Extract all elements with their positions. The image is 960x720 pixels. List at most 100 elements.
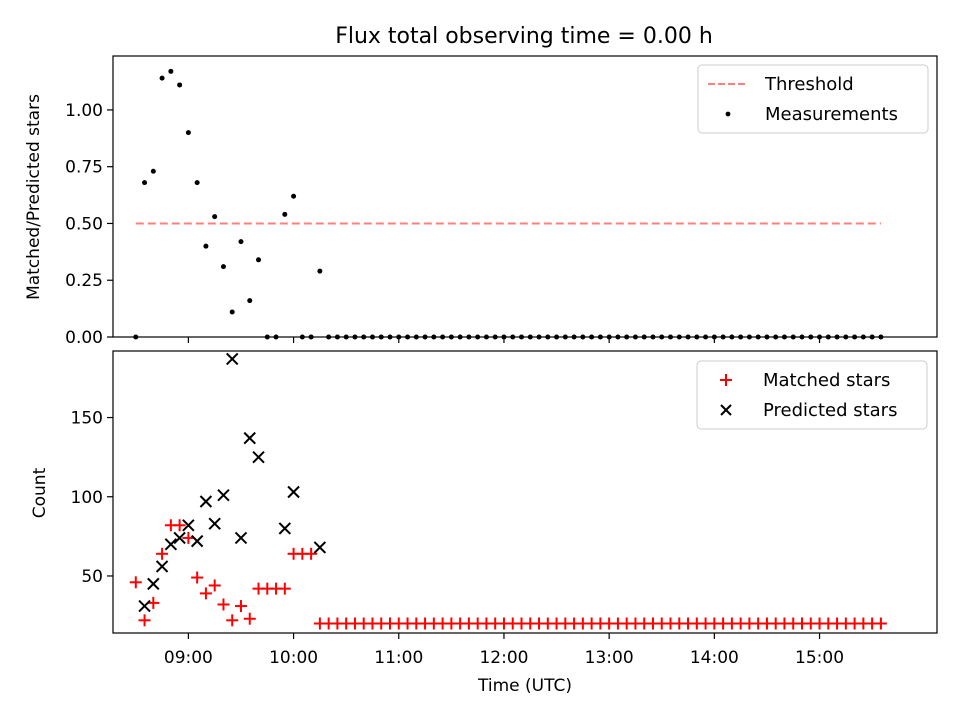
matched-star-point: [208, 579, 221, 592]
ratio-y-tick-label: 1.00: [65, 101, 103, 121]
count-x-tick-label: 15:00: [795, 648, 844, 668]
count-x-tick-label: 14:00: [690, 648, 739, 668]
count-y-ticks: 50 100 150: [71, 409, 113, 587]
count-legend-box: [696, 360, 928, 430]
count-y-tick-label: 50: [81, 567, 103, 587]
matched-star-point: [182, 531, 195, 544]
matched-star-point: [278, 582, 291, 595]
ratio-y-tick-label: 0.50: [65, 214, 103, 234]
predicted-star-point: [190, 534, 204, 548]
matched-star-point: [191, 571, 204, 584]
measurement-point: [150, 168, 156, 174]
predicted-star-point: [182, 519, 195, 532]
count-y-tick-label: 100: [71, 488, 103, 508]
measurement-point: [212, 214, 218, 220]
predicted-star-point: [155, 560, 169, 573]
measurement-point: [282, 211, 288, 217]
ratio-x-ticks: [187, 337, 821, 343]
predicted-star-point: [313, 541, 327, 554]
ratio-y-tick-label: 0.75: [65, 158, 103, 178]
matched-star-point: [156, 547, 169, 560]
predicted-star-point: [278, 522, 292, 535]
count-y-axis-label: Count: [30, 467, 50, 518]
predicted-marker-b: [278, 522, 292, 535]
predicted-marker-b: [147, 577, 160, 591]
predicted-marker-b: [155, 560, 169, 573]
count-plot-area: [129, 352, 887, 630]
predicted-star-point: [147, 577, 160, 591]
measurement-point: [256, 257, 262, 263]
ratio-axes-frame: [112, 55, 938, 338]
count-x-tick-label: 10:00: [269, 648, 318, 668]
ratio-plot-area: [133, 68, 884, 340]
count-x-tick-label: 09:00: [164, 648, 213, 668]
measurement-point: [177, 82, 183, 88]
ratio-panel: 0.00 0.25 0.50 0.75 1.00 Matched/Predicted s…: [24, 55, 938, 348]
count-x-tick-label: 12:00: [479, 648, 528, 668]
ratio-y-axis-label: Matched/Predicted stars: [24, 94, 44, 300]
predicted-star-point: [164, 538, 178, 551]
predicted-marker-b: [287, 485, 300, 499]
matched-star-point: [217, 598, 230, 611]
measurement-point: [229, 309, 235, 315]
ratio-legend: Threshold Measurements: [697, 64, 929, 134]
predicted-marker-b: [243, 431, 256, 445]
ratio-y-tick-label: 0.25: [65, 271, 103, 291]
predicted-legend-swatch: [720, 404, 732, 416]
predicted-star-point: [138, 599, 151, 613]
measurement-point: [317, 268, 323, 274]
predicted-star-point: [226, 352, 239, 366]
ratio-y-tick-label: 0.00: [65, 328, 103, 348]
predicted-star-point: [173, 531, 186, 545]
predicted-marker-b: [208, 517, 221, 530]
predicted-marker-b: [313, 541, 327, 554]
predicted-marker-b: [173, 531, 186, 545]
matched-legend-label: Matched stars: [763, 370, 890, 391]
predicted-marker-b: [234, 531, 248, 545]
matched-star-point: [173, 519, 186, 532]
predicted-marker-b: [190, 534, 204, 548]
measurement-point: [159, 75, 165, 81]
count-x-tick-label: 13:00: [585, 648, 634, 668]
predicted-legend-label: Predicted stars: [763, 400, 897, 421]
count-axes-frame: [112, 350, 938, 634]
measurement-point: [247, 298, 253, 304]
matched-legend-swatch: [720, 374, 732, 386]
count-x-axis-label: Time (UTC): [477, 676, 572, 696]
measurement-point: [142, 180, 148, 186]
matched-star-point: [129, 576, 142, 589]
count-y-tick-label: 150: [71, 409, 103, 429]
measurement-point: [291, 193, 297, 199]
predicted-marker-b: [164, 538, 178, 551]
predicted-star-point: [252, 450, 265, 464]
predicted-star-point: [208, 517, 221, 530]
predicted-star-point: [287, 485, 300, 499]
measurement-point: [168, 68, 174, 74]
predicted-star-point: [217, 488, 230, 502]
matched-star-point: [243, 612, 256, 625]
predicted-marker-b: [252, 450, 265, 464]
count-legend: Matched stars Predicted stars: [696, 360, 928, 430]
measurements-legend-swatch: [725, 111, 731, 117]
predicted-star-point: [243, 431, 256, 445]
matched-star-point: [138, 614, 151, 627]
matched-star-point: [147, 596, 160, 609]
matched-star-point: [305, 547, 318, 560]
measurement-point: [238, 239, 244, 245]
ratio-y-ticks: 0.00 0.25 0.50 0.75 1.00: [65, 101, 113, 348]
predicted-marker-b: [226, 352, 239, 366]
chart-title: Flux total observing time = 0.00 h: [335, 24, 713, 49]
predicted-star-point: [234, 531, 248, 545]
predicted-marker-b: [138, 599, 151, 613]
measurement-point: [220, 264, 226, 270]
matched-star-point: [226, 614, 239, 627]
predicted-marker-b: [199, 495, 213, 508]
matched-star-point: [199, 587, 212, 600]
measurement-point: [185, 130, 191, 136]
measurement-point: [194, 180, 200, 186]
count-x-tick-label: 11:00: [374, 648, 423, 668]
predicted-star-point: [199, 495, 213, 508]
ratio-legend-box: [697, 64, 929, 134]
threshold-legend-label: Threshold: [764, 74, 854, 95]
